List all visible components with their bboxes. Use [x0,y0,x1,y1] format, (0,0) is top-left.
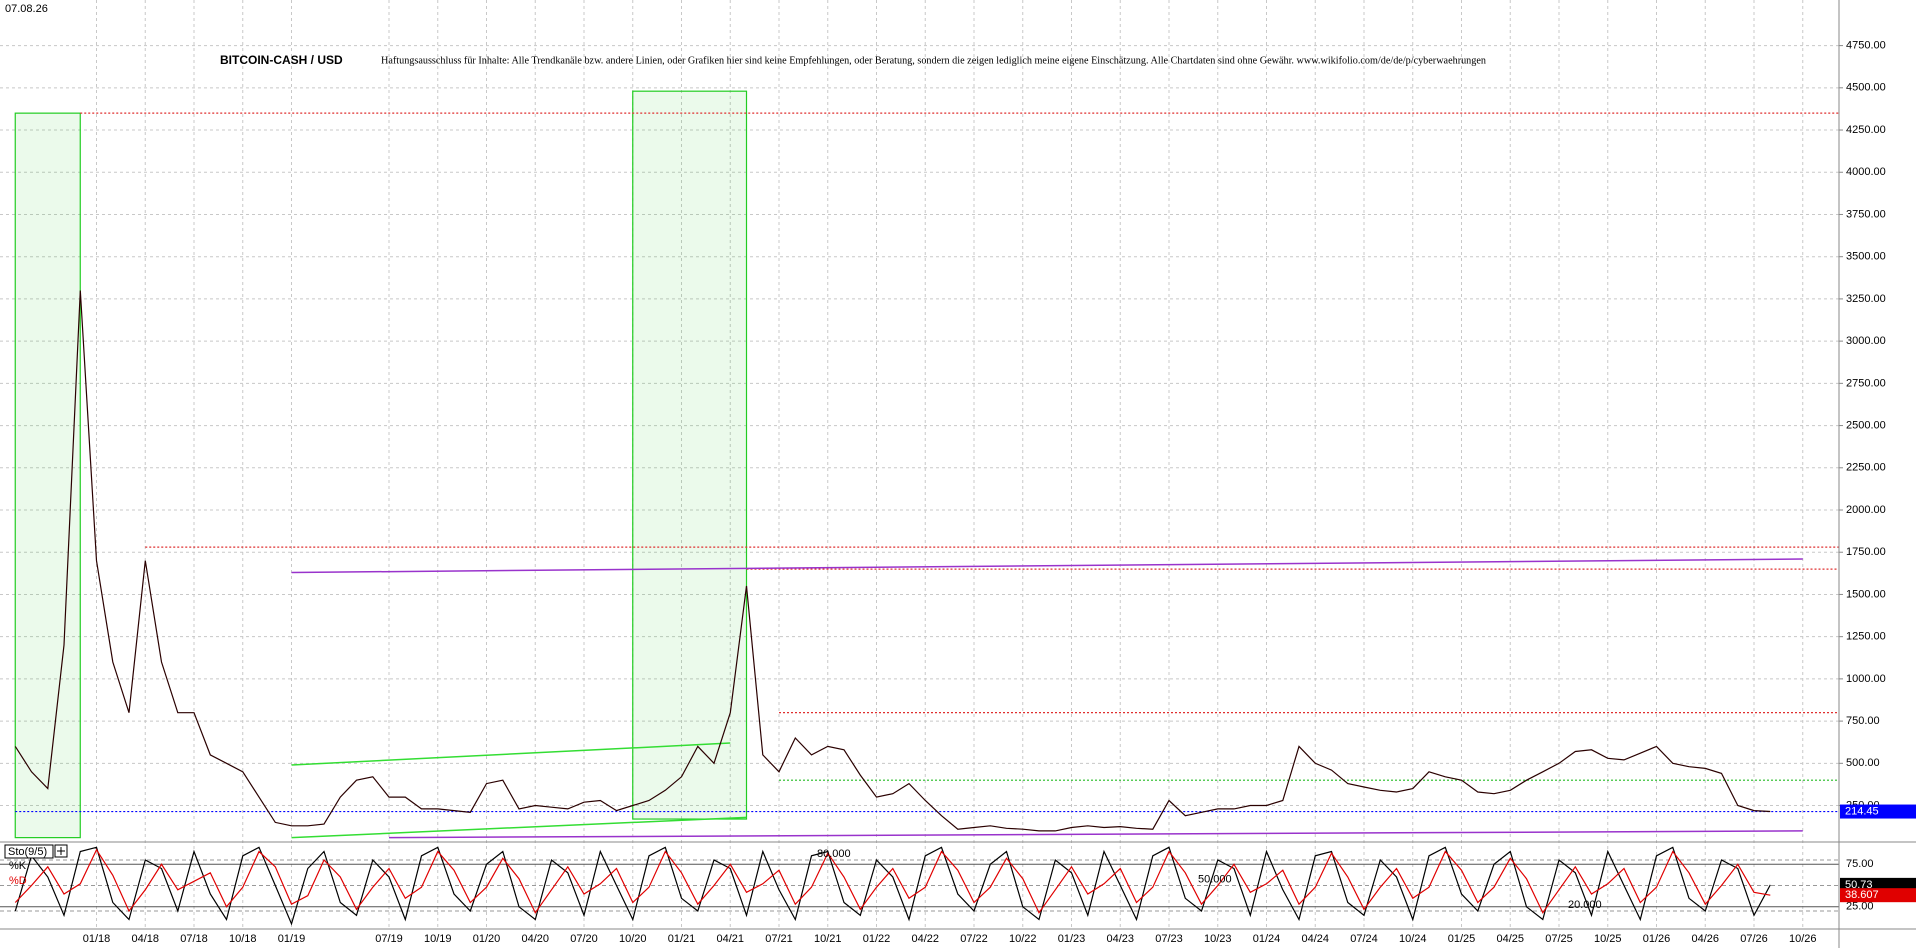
stoch-level-label: 50.000 [1198,873,1232,885]
x-tick-label: 01/22 [863,933,891,945]
chart-title: BITCOIN-CASH / USD [220,53,343,67]
x-tick-label: 10/21 [814,933,842,945]
legend-k: %K [9,860,27,872]
trend-line [291,558,1803,574]
x-tick-label: 07/23 [1155,933,1183,945]
y-tick-label: 500.00 [1846,757,1880,769]
y-tick-label: 1250.00 [1846,631,1886,643]
x-tick-label: 10/20 [619,933,647,945]
zone [14,112,81,839]
stoch-tag-label: 38.607 [1845,889,1879,901]
x-tick-label: 07/20 [570,933,598,945]
x-tick-label: 04/25 [1496,933,1524,945]
trend-line [291,742,731,766]
indicator-title: Sto(9/5) [8,846,47,858]
y-tick-label: 1500.00 [1846,588,1886,600]
x-tick-label: 01/25 [1448,933,1476,945]
x-tick-label: 01/18 [83,933,111,945]
y-tick-label: 3000.00 [1846,335,1886,347]
stochastic-panel [0,846,1839,926]
trend-line [291,816,747,839]
x-tick-label: 10/26 [1789,933,1817,945]
indicator-box [4,844,54,859]
y-tick-label: 3500.00 [1846,251,1886,263]
x-tick-label: 10/24 [1399,933,1427,945]
stoch-level-label: 20.000 [1568,899,1602,911]
x-tick-label: 04/23 [1106,933,1134,945]
x-tick-label: 01/24 [1253,933,1281,945]
x-tick-label: 04/20 [521,933,549,945]
date-label: 07.08.26 [5,3,48,15]
y-tick-label: 1750.00 [1846,546,1886,558]
stoch-tag-label: 50.73 [1845,879,1873,891]
labels: 07.08.26 BITCOIN-CASH / USD Haftungsauss… [4,3,1916,945]
plus-icon [57,847,65,855]
x-tick-label: 01/26 [1643,933,1671,945]
y-tick-label: 4250.00 [1846,124,1886,136]
stoch-tag [1840,888,1916,903]
y-tick-label: 3750.00 [1846,208,1886,220]
price-panel [14,90,1839,839]
x-tick-label: 04/18 [131,933,159,945]
price-tag [1840,804,1916,819]
x-tick-label: 10/23 [1204,933,1232,945]
x-tick-label: 07/22 [960,933,988,945]
stoch-tick-label: 25.00 [1846,901,1874,913]
y-tick-label: 4000.00 [1846,166,1886,178]
stoch-tick-label: 75.00 [1846,858,1874,870]
x-tick-label: 04/26 [1691,933,1719,945]
stoch-line [14,848,1771,914]
x-tick-label: 07/18 [180,933,208,945]
x-tick-label: 01/20 [473,933,501,945]
y-tick-label: 2250.00 [1846,462,1886,474]
x-tick-label: 04/24 [1301,933,1329,945]
x-tick-label: 07/25 [1545,933,1573,945]
y-tick-label: 4500.00 [1846,82,1886,94]
y-tick-label: 2750.00 [1846,377,1886,389]
price-line [14,290,1771,832]
x-tick-label: 10/18 [229,933,257,945]
x-tick-label: 10/22 [1009,933,1037,945]
y-tick-label: 750.00 [1846,715,1880,727]
x-tick-label: 10/25 [1594,933,1622,945]
stoch-level-label: 80.000 [817,848,851,860]
x-tick-label: 07/24 [1350,933,1378,945]
x-tick-label: 07/26 [1740,933,1768,945]
stoch-line [14,846,1771,926]
y-tick-label: 4750.00 [1846,40,1886,52]
x-tick-label: 01/23 [1058,933,1086,945]
disclaimer: Haftungsausschluss für Inhalte: Alle Tre… [381,55,1486,66]
x-tick-label: 04/22 [911,933,939,945]
price-tag-label: 214.45 [1845,805,1879,817]
y-tick-label: 2000.00 [1846,504,1886,516]
y-tick-label: 2500.00 [1846,419,1886,431]
legend-d: %D [9,875,27,887]
trend-line [388,830,1803,839]
y-tick-label: 3250.00 [1846,293,1886,305]
x-tick-label: 01/21 [668,933,696,945]
y-tick-label: 1000.00 [1846,673,1886,685]
x-tick-label: 04/21 [716,933,744,945]
x-tick-label: 07/21 [765,933,793,945]
x-tick-label: 07/19 [375,933,403,945]
zone [632,90,748,820]
x-tick-label: 01/19 [278,933,306,945]
x-tick-label: 10/19 [424,933,452,945]
grid [0,0,1843,928]
